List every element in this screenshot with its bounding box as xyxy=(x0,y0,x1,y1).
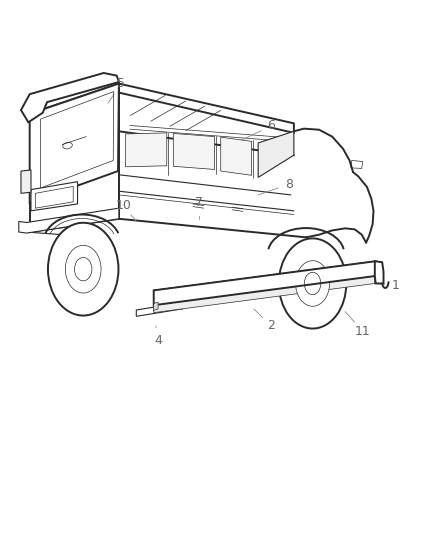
Polygon shape xyxy=(173,133,215,169)
Polygon shape xyxy=(21,73,119,122)
Polygon shape xyxy=(31,182,78,211)
Polygon shape xyxy=(221,137,252,175)
Text: 2: 2 xyxy=(267,319,275,333)
Text: 6: 6 xyxy=(267,119,275,133)
Text: 7: 7 xyxy=(195,196,203,209)
Text: 11: 11 xyxy=(355,325,371,338)
Polygon shape xyxy=(154,261,376,305)
Text: 8: 8 xyxy=(285,178,293,191)
Polygon shape xyxy=(136,303,182,317)
Polygon shape xyxy=(375,261,384,284)
Polygon shape xyxy=(19,208,119,233)
Polygon shape xyxy=(125,133,167,167)
Polygon shape xyxy=(30,84,119,203)
Text: 1: 1 xyxy=(391,279,399,292)
Text: 10: 10 xyxy=(115,199,131,212)
Text: 4: 4 xyxy=(154,334,162,347)
Ellipse shape xyxy=(65,245,101,293)
Polygon shape xyxy=(258,131,294,177)
Polygon shape xyxy=(154,302,158,311)
Polygon shape xyxy=(154,261,376,296)
Polygon shape xyxy=(21,170,31,193)
Polygon shape xyxy=(119,84,294,133)
Polygon shape xyxy=(154,276,375,313)
Ellipse shape xyxy=(48,223,118,316)
Ellipse shape xyxy=(279,238,346,328)
Ellipse shape xyxy=(296,261,329,306)
Text: 5: 5 xyxy=(117,77,125,90)
